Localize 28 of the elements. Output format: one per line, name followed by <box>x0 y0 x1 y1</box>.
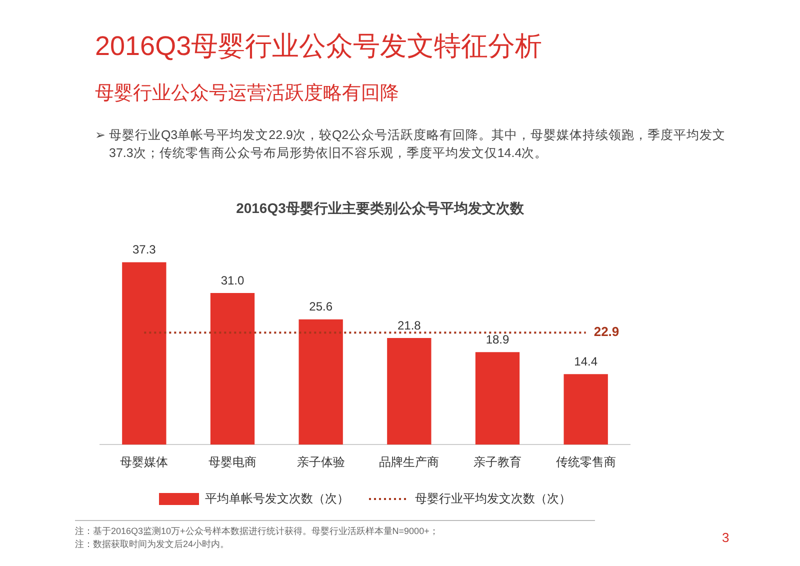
text: 2016Q3母婴行业主要类别公众号平均发文次数 <box>235 200 525 218</box>
bar <box>298 319 343 445</box>
data-label: 14.4 <box>574 354 598 368</box>
x-tick-label: 传统零售商 <box>556 455 616 470</box>
x-tick-label: 品牌生产商 <box>379 455 440 470</box>
bar <box>210 293 255 445</box>
data-label: 18.9 <box>486 332 510 346</box>
legend-label: 母婴行业平均发文次数（次） <box>415 491 571 506</box>
data-label: 25.6 <box>309 300 333 314</box>
legend-label: 平均单帐号发文次数（次） <box>205 491 349 506</box>
text: 3 <box>722 530 730 545</box>
bar <box>387 338 432 445</box>
x-tick-label: 亲子体验 <box>296 455 345 470</box>
bar <box>564 374 608 445</box>
text: ➢ 母婴行业Q3单帐号平均发文22.9次，较Q2公众号活跃度略有回降。其中，母婴媒体持续领跑，季度平均发文37.3次；传统零售商公众号布局形势依旧不容乐观，季度平均发文仅14.4次。 <box>95 128 726 160</box>
data-label: 21.8 <box>397 318 422 332</box>
x-tick-label: 母婴媒体 <box>120 455 168 470</box>
text: 注：基于2016Q3监测10万+公众号样本数据进行统计获得。母婴行业活跃样本量N=9000+； <box>75 525 440 538</box>
data-label: 37.3 <box>132 242 156 257</box>
data-label: 31.0 <box>220 273 244 288</box>
chart-title: 2016Q3母婴行业公众号发文特征分析 <box>95 30 542 63</box>
bar <box>475 352 520 445</box>
x-tick-label: 母婴电商 <box>208 455 256 470</box>
chart-subtitle: 母婴行业公众号运营活跃度略有回降 <box>95 82 399 106</box>
data-label: 22.9 <box>594 324 620 340</box>
text: 注：数据获取时间为发文后24小时内。 <box>75 538 230 551</box>
bar <box>122 262 166 445</box>
x-tick-label: 亲子教育 <box>474 455 522 470</box>
